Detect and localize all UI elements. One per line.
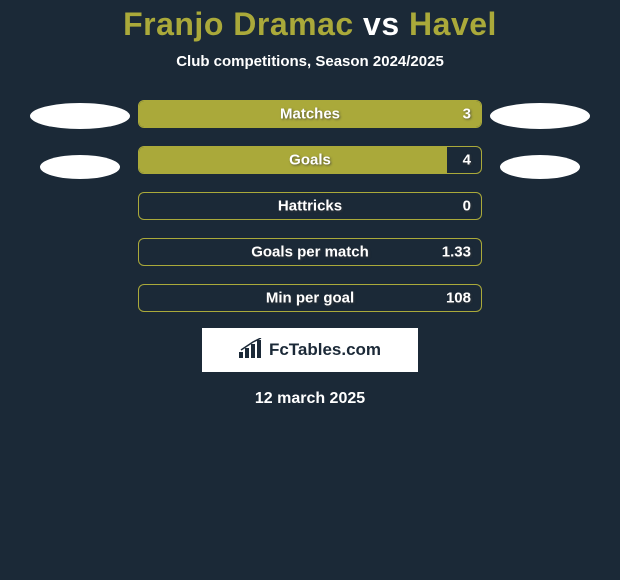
site-logo-text: FcTables.com [269, 340, 381, 360]
footer-date: 12 march 2025 [0, 390, 620, 408]
subtitle: Club competitions, Season 2024/2025 [0, 53, 620, 70]
stat-bar-value: 0 [463, 198, 471, 215]
comparison-body: Matches 3 Goals 4 Hattricks 0 Goals per match 1… [0, 100, 620, 312]
title-player-left: Franjo Dramac [123, 6, 354, 42]
stat-bar: Min per goal 108 [138, 284, 482, 312]
site-logo[interactable]: FcTables.com [202, 328, 418, 372]
page-title: Franjo Dramac vs Havel [0, 0, 620, 43]
bar-growth-icon [239, 338, 263, 363]
stat-bar-value: 3 [463, 106, 471, 123]
team-logo-placeholder [500, 155, 580, 179]
team-logo-placeholder [40, 155, 120, 179]
stat-bar-label: Hattricks [278, 198, 342, 215]
stat-bar-label: Goals per match [251, 244, 369, 261]
stat-bar-value: 108 [446, 290, 471, 307]
stat-bar: Matches 3 [138, 100, 482, 128]
stat-bar: Hattricks 0 [138, 192, 482, 220]
stat-bars: Matches 3 Goals 4 Hattricks 0 Goals per match 1… [138, 100, 482, 312]
stat-bar-label: Goals [289, 152, 331, 169]
stat-bar: Goals per match 1.33 [138, 238, 482, 266]
title-vs: vs [354, 6, 409, 42]
stat-bar-value: 1.33 [442, 244, 471, 261]
right-ovals [490, 100, 590, 179]
title-player-right: Havel [409, 6, 497, 42]
stat-bar: Goals 4 [138, 146, 482, 174]
stat-bar-label: Matches [280, 106, 340, 123]
left-ovals [30, 100, 130, 179]
player-photo-placeholder [490, 103, 590, 129]
stat-bar-value: 4 [463, 152, 471, 169]
stat-bar-label: Min per goal [266, 290, 354, 307]
player-photo-placeholder [30, 103, 130, 129]
